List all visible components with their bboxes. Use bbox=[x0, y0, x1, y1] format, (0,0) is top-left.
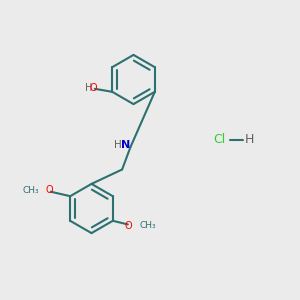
Text: O: O bbox=[89, 83, 97, 93]
Text: N: N bbox=[122, 140, 130, 151]
Text: CH₃: CH₃ bbox=[23, 186, 39, 195]
Text: H: H bbox=[114, 140, 122, 151]
Text: O: O bbox=[45, 185, 53, 195]
Text: H: H bbox=[245, 133, 254, 146]
Text: CH₃: CH₃ bbox=[139, 221, 156, 230]
Text: O: O bbox=[125, 221, 133, 231]
Text: H: H bbox=[85, 83, 92, 93]
Text: Cl: Cl bbox=[213, 133, 225, 146]
